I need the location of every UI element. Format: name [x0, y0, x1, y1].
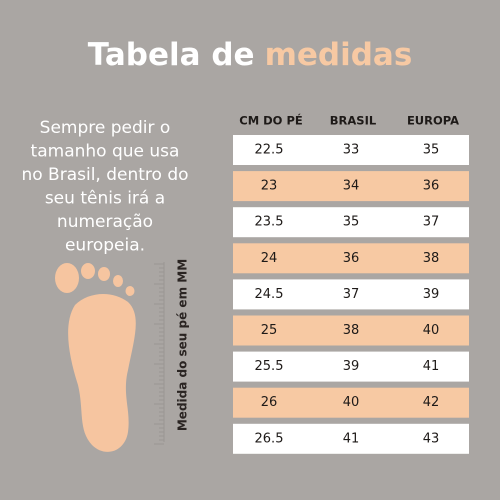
- title-part: Tabela de: [88, 37, 255, 73]
- description-line: Sempre pedir o: [40, 118, 171, 138]
- size-table: CM DO PÉ BRASIL EUROPA 22.5 33 35 23 34 36 23.5 35…: [233, 113, 469, 454]
- table-cell: 37: [423, 215, 440, 230]
- table-cell: 43: [423, 431, 440, 446]
- table-row: [233, 315, 469, 346]
- title: Tabela de medidas: [88, 37, 413, 73]
- ruler-label: Medida do seu pé em MM: [176, 259, 190, 431]
- table-cell: 25.5: [255, 359, 284, 374]
- table-cell: 36: [343, 251, 360, 266]
- description-line: no Brasil, dentro do: [21, 165, 188, 185]
- table-cell: 38: [343, 323, 360, 338]
- toe: [125, 286, 135, 296]
- table-cell: 26: [261, 395, 278, 410]
- table-cell: 41: [343, 431, 360, 446]
- table-cell: 25: [261, 323, 278, 338]
- table-cell: 26.5: [255, 431, 284, 446]
- toe: [98, 267, 110, 281]
- toe: [113, 275, 123, 287]
- table-cell: 23.5: [255, 215, 284, 230]
- table-row: [233, 243, 469, 274]
- table-row: [233, 171, 469, 202]
- description-line: europeia.: [65, 236, 145, 256]
- table-cell: 24.5: [255, 287, 284, 302]
- table-cell: 41: [423, 359, 440, 374]
- table-row: [233, 207, 469, 238]
- column-header: CM DO PÉ: [239, 113, 303, 128]
- table-cell: 33: [343, 143, 360, 158]
- table-cell: 42: [423, 395, 440, 410]
- column-header: EUROPA: [407, 114, 459, 128]
- table-cell: 22.5: [255, 143, 284, 158]
- table-cell: 39: [343, 359, 360, 374]
- table-cell: 40: [423, 323, 440, 338]
- table-cell: 36: [423, 179, 440, 194]
- table-row: [233, 351, 469, 382]
- description-line: seu tênis irá a: [45, 189, 165, 209]
- table-cell: 34: [343, 179, 360, 194]
- description: Sempre pedir o tamanho que usa no Brasil, …: [21, 118, 188, 256]
- toe: [55, 263, 79, 293]
- foot-sole: [68, 294, 136, 452]
- description-line: tamanho que usa: [31, 142, 180, 162]
- table-cell: 40: [343, 395, 360, 410]
- table-row: [233, 135, 469, 165]
- foot-illustration: [55, 262, 165, 452]
- table-row: [233, 423, 469, 454]
- table-row: [233, 279, 469, 310]
- table-cell: 37: [343, 287, 360, 302]
- table-cell: 24: [261, 251, 278, 266]
- table-cell: 23: [261, 179, 278, 194]
- table-cell: 35: [423, 143, 440, 158]
- ruler-ticks: [154, 263, 164, 445]
- table-cell: 35: [343, 215, 360, 230]
- description-line: numeração: [57, 212, 153, 232]
- table-cell: 38: [423, 251, 440, 266]
- table-row: [233, 387, 469, 418]
- toe: [81, 263, 95, 279]
- title-part: medidas: [265, 37, 413, 73]
- column-header: BRASIL: [330, 114, 377, 128]
- table-cell: 39: [423, 287, 440, 302]
